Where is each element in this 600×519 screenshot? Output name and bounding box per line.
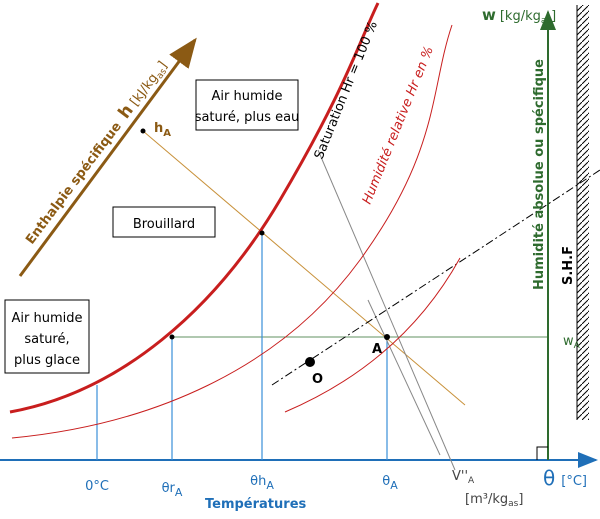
- sub: A: [574, 341, 581, 351]
- main: h: [154, 121, 163, 136]
- main: [m³/kg: [465, 492, 508, 507]
- x-tick: θA: [382, 474, 398, 492]
- relative-curve: [284, 257, 461, 413]
- enthalpy-line: [142, 130, 466, 406]
- point: [384, 334, 390, 340]
- box: [112, 206, 216, 238]
- end: ]: [518, 492, 523, 507]
- w: w: [482, 6, 496, 24]
- saturation-curve: [9, 2, 380, 414]
- main: θr: [162, 481, 176, 496]
- relative-label: Humidité relative Hr en %: [360, 44, 437, 206]
- hA: hA: [154, 121, 171, 139]
- region-text: Air humide: [212, 89, 283, 104]
- point-o: [305, 357, 315, 367]
- unit: [kg/kg: [500, 9, 541, 24]
- hatch: [577, 5, 589, 420]
- unit-end: ]: [551, 9, 556, 24]
- region-text: saturé,: [24, 332, 69, 347]
- main: θ: [382, 474, 390, 489]
- relative-curve: [11, 24, 453, 439]
- point-a: A: [372, 342, 382, 357]
- region-text: Air humide: [12, 311, 83, 326]
- labels: w [kg/kgas] Humidité absolue ou spécifiqu…: [12, 6, 587, 512]
- volume-line: [367, 299, 441, 456]
- w-axis-title: Humidité absolue ou spécifique: [532, 59, 547, 290]
- box: [4, 299, 90, 374]
- region-text: Brouillard: [133, 217, 195, 232]
- sub: A: [390, 479, 398, 492]
- theta-label: θ [°C]: [543, 466, 587, 490]
- sub: A: [175, 486, 183, 499]
- saturation-label: Saturation Hr = 100 %: [312, 19, 381, 161]
- point: [169, 334, 175, 340]
- dash-dot-line: [271, 169, 600, 386]
- x-tick: 0°C: [85, 479, 109, 494]
- x-title: Températures: [205, 497, 307, 512]
- main: 0°C: [85, 479, 109, 494]
- volume-line: [317, 149, 456, 471]
- sub: A: [266, 479, 274, 492]
- shf: S.H.F: [561, 246, 576, 285]
- main: θ: [543, 466, 555, 490]
- w-label: w [kg/kgas]: [482, 6, 556, 26]
- right-angle: [536, 446, 548, 460]
- volume: V''A: [452, 469, 475, 486]
- point-o-label: O: [312, 372, 323, 387]
- x-tick: θrA: [162, 481, 183, 499]
- x-tick: θhA: [250, 474, 274, 492]
- unit: [°C]: [561, 474, 587, 489]
- box: [195, 79, 299, 131]
- enthalpy-axis: [18, 37, 197, 277]
- main: V'': [452, 469, 468, 484]
- sub: A: [468, 476, 475, 486]
- region-text: saturé, plus eau: [195, 110, 300, 125]
- sub: A: [163, 128, 171, 139]
- sub: as: [508, 499, 519, 509]
- title: Enthalpie spécifique: [23, 119, 125, 247]
- sub: as: [541, 16, 552, 26]
- point: [140, 128, 146, 134]
- main: θh: [250, 474, 266, 489]
- region-text: plus glace: [14, 353, 80, 368]
- volume-unit: [m³/kgas]: [465, 492, 523, 509]
- wA: wA: [563, 334, 581, 351]
- point: [259, 230, 265, 236]
- main: w: [563, 334, 574, 349]
- geometry: [0, 2, 600, 471]
